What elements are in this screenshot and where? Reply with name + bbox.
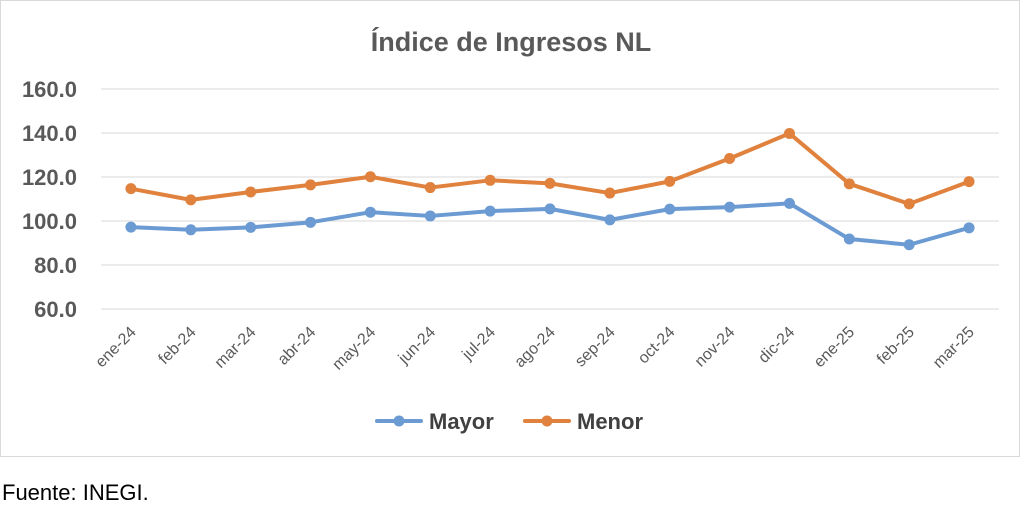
x-tick-label: feb-24 [156, 324, 200, 368]
data-point [664, 203, 676, 215]
data-point [245, 221, 257, 233]
data-point [364, 206, 376, 218]
data-point [305, 179, 317, 191]
data-point [364, 171, 376, 183]
data-point [724, 201, 736, 213]
data-point [125, 221, 137, 233]
legend-item-menor: Menor [523, 409, 643, 434]
y-tick-label: 120.0 [22, 165, 77, 190]
data-point [903, 198, 915, 210]
gridlines [101, 88, 999, 310]
data-point [604, 214, 616, 226]
y-tick-label: 160.0 [22, 77, 77, 102]
x-tick-label: abr-24 [275, 324, 320, 369]
data-point [185, 194, 197, 206]
data-point [843, 233, 855, 245]
legend-swatch-marker [393, 415, 405, 427]
x-tick-label: nov-24 [692, 324, 739, 371]
legend-label: Mayor [429, 409, 494, 434]
data-point [664, 175, 676, 187]
x-tick-label: mar-24 [212, 324, 260, 372]
data-point [604, 187, 616, 199]
data-point [424, 182, 436, 194]
data-point [783, 197, 795, 209]
x-tick-label: ago-24 [512, 324, 559, 371]
x-tick-label: ene-25 [811, 324, 858, 371]
legend-swatch-marker [541, 415, 553, 427]
data-point [305, 216, 317, 228]
data-point [245, 186, 257, 198]
x-tick-label: ene-24 [93, 324, 140, 371]
data-point [843, 178, 855, 190]
x-tick-label: feb-25 [874, 324, 918, 368]
x-tick-label: dic-24 [755, 324, 798, 367]
data-point [544, 177, 556, 189]
x-tick-label: mar-25 [930, 324, 978, 372]
y-tick-label: 100.0 [22, 209, 77, 234]
data-point [185, 224, 197, 236]
y-tick-label: 60.0 [34, 297, 77, 322]
legend-label: Menor [577, 409, 643, 434]
data-point [484, 174, 496, 186]
data-point [125, 183, 137, 195]
series-lines [125, 127, 975, 251]
chart-frame: Índice de Ingresos NL 60.0 80.0 100.0 120.0… [0, 0, 1020, 457]
legend-item-mayor: Mayor [375, 409, 494, 434]
data-point [544, 203, 556, 215]
x-tick-label: jul-24 [459, 324, 499, 364]
series-mayor [125, 197, 975, 251]
x-axis-ticks: ene-24 feb-24 mar-24 abr-24 may-24 jun-24 jul-… [93, 324, 978, 374]
y-tick-label: 140.0 [22, 121, 77, 146]
line-chart: Índice de Ingresos NL 60.0 80.0 100.0 120.0… [22, 26, 999, 434]
y-tick-label: 80.0 [34, 253, 77, 278]
x-tick-label: sep-24 [572, 324, 619, 371]
data-point [963, 176, 975, 188]
data-point [783, 127, 795, 139]
x-tick-label: jun-24 [395, 324, 439, 368]
data-point [963, 222, 975, 234]
data-point [903, 239, 915, 251]
series-line [128, 131, 972, 206]
x-tick-label: may-24 [329, 324, 379, 374]
source-note: Fuente: INEGI. [2, 480, 149, 505]
chart-title: Índice de Ingresos NL [371, 26, 652, 57]
series-menor [125, 127, 975, 210]
data-point [484, 205, 496, 217]
data-point [724, 153, 736, 165]
y-axis-ticks: 60.0 80.0 100.0 120.0 140.0 160.0 [22, 77, 77, 322]
x-tick-label: oct-24 [635, 324, 679, 368]
data-point [424, 210, 436, 222]
legend: Mayor Menor [375, 409, 643, 434]
